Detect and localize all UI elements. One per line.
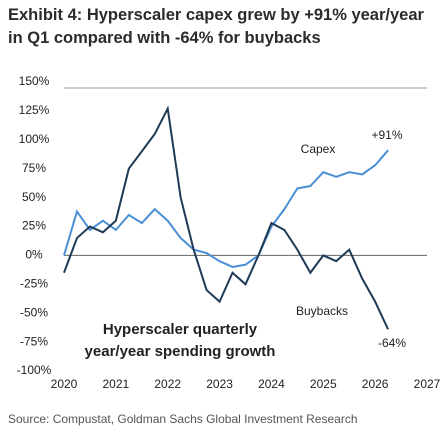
- y-tick-label: 100%: [19, 132, 50, 146]
- y-tick-label: -100%: [17, 363, 52, 377]
- y-tick-label: -75%: [20, 334, 48, 348]
- annotation: -64%: [378, 336, 406, 350]
- x-tick-label: 2022: [154, 377, 181, 391]
- series-line: [63, 149, 389, 268]
- annotation: Hyperscaler quarterly: [103, 321, 258, 338]
- y-tick-label: 50%: [22, 190, 46, 204]
- x-tick-label: 2023: [206, 377, 233, 391]
- y-tick-label: 0%: [25, 248, 43, 262]
- x-tick-label: 2020: [51, 377, 78, 391]
- y-tick-label: 25%: [22, 219, 46, 233]
- annotation: Capex: [301, 142, 336, 156]
- y-tick-label: -25%: [20, 276, 48, 290]
- source: Source: Compustat, Goldman Sachs Global …: [8, 412, 358, 426]
- y-tick-label: 125%: [19, 103, 50, 117]
- y-tick-label: 75%: [22, 161, 46, 175]
- x-tick-label: 2025: [310, 377, 337, 391]
- x-tick-label: 2021: [103, 377, 130, 391]
- annotation: Buybacks: [296, 304, 348, 318]
- y-tick-label: -50%: [20, 305, 48, 319]
- x-tick-label: 2026: [362, 377, 389, 391]
- y-tick-label: 150%: [19, 74, 50, 88]
- annotation: +91%: [371, 128, 402, 142]
- chart: 150% 125% 100% 75% 50% 25% 0% -25% -50% -75% -100%…: [17, 74, 441, 391]
- annotation: year/year spending growth: [85, 343, 276, 360]
- x-tick-label: 2027: [414, 377, 441, 391]
- series-line: [63, 105, 390, 330]
- chart-title: Exhibit 4: Hyperscaler capex grew by +91…: [8, 6, 424, 47]
- x-tick-label: 2024: [258, 377, 285, 391]
